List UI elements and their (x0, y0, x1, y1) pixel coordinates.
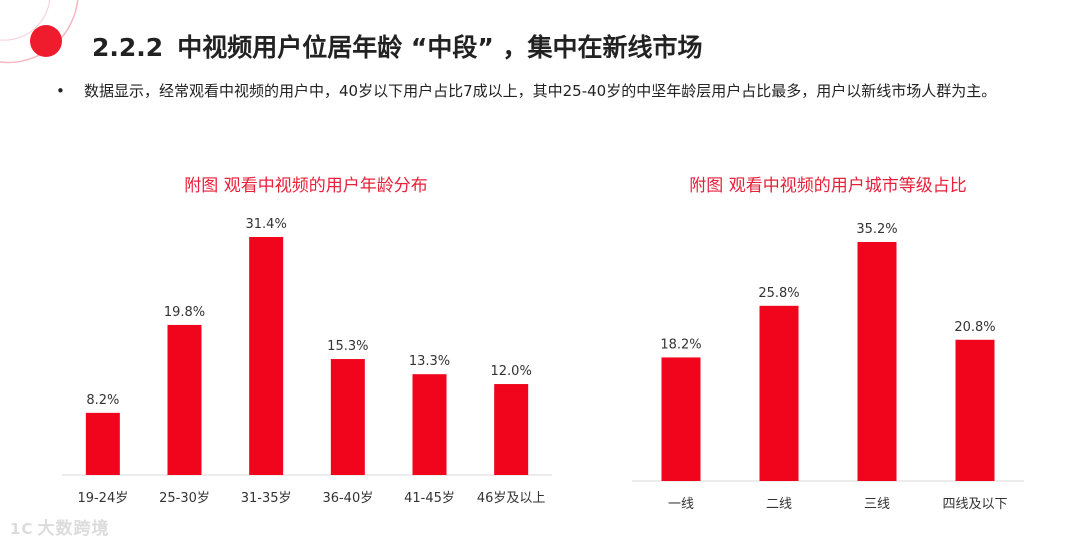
logo-text: 大数跨境 (37, 519, 110, 539)
section-number: 2.2.2 (92, 33, 164, 62)
city-category-label: 三线 (864, 497, 890, 512)
age-chart-title: 附图 观看中视频的用户年龄分布 (184, 176, 428, 196)
age-value-label: 13.3% (409, 354, 450, 369)
city-value-label: 18.2% (660, 337, 701, 352)
title-text: 中视频用户位居年龄 “中段” ，集中在新线市场 (177, 33, 703, 62)
age-category-label: 36-40岁 (322, 491, 373, 506)
age-category-label: 31-35岁 (241, 491, 292, 506)
age-value-label: 31.4% (246, 217, 287, 232)
bullet-text: 数据显示，经常观看中视频的用户中，40岁以下用户占比7成以上，其中25-40岁的… (84, 82, 997, 100)
age-value-label: 19.8% (164, 305, 205, 320)
summary-bullet: • 数据显示，经常观看中视频的用户中，40岁以下用户占比7成以上，其中25-40… (56, 78, 1046, 104)
age-category-label: 19-24岁 (77, 491, 128, 506)
age-value-label: 8.2% (86, 393, 119, 408)
red-dot-icon (30, 25, 62, 57)
age-category-label: 46岁及以上 (477, 491, 546, 506)
age-value-label: 12.0% (491, 364, 532, 379)
city-category-label: 一线 (668, 497, 694, 512)
watermark-logo: 1C 大数跨境 (10, 514, 109, 539)
city-bar (759, 305, 799, 481)
age-category-label: 25-30岁 (159, 491, 210, 506)
age-value-label: 15.3% (327, 339, 368, 354)
page-title: 2.2.2 中视频用户位居年龄 “中段” ，集中在新线市场 (92, 28, 702, 64)
logo-mark: 1C (10, 520, 34, 538)
age-bar (249, 237, 284, 475)
age-category-label: 41-45岁 (404, 491, 455, 506)
age-bar (330, 359, 365, 475)
city-bar (857, 242, 897, 481)
city-value-label: 25.8% (758, 286, 799, 301)
bullet-marker: • (56, 82, 65, 100)
age-bar (494, 384, 529, 475)
corner-decoration (0, 0, 79, 64)
city-value-label: 35.2% (856, 222, 897, 237)
city-bar (955, 339, 995, 481)
city-category-label: 二线 (766, 497, 792, 512)
age-bar (85, 412, 120, 475)
city-category-label: 四线及以下 (942, 497, 1007, 512)
age-bar (412, 374, 447, 475)
city-value-label: 20.8% (954, 320, 995, 335)
age-bar (167, 324, 202, 475)
city-bar (661, 357, 701, 481)
city-chart-title: 附图 观看中视频的用户城市等级占比 (689, 176, 967, 196)
